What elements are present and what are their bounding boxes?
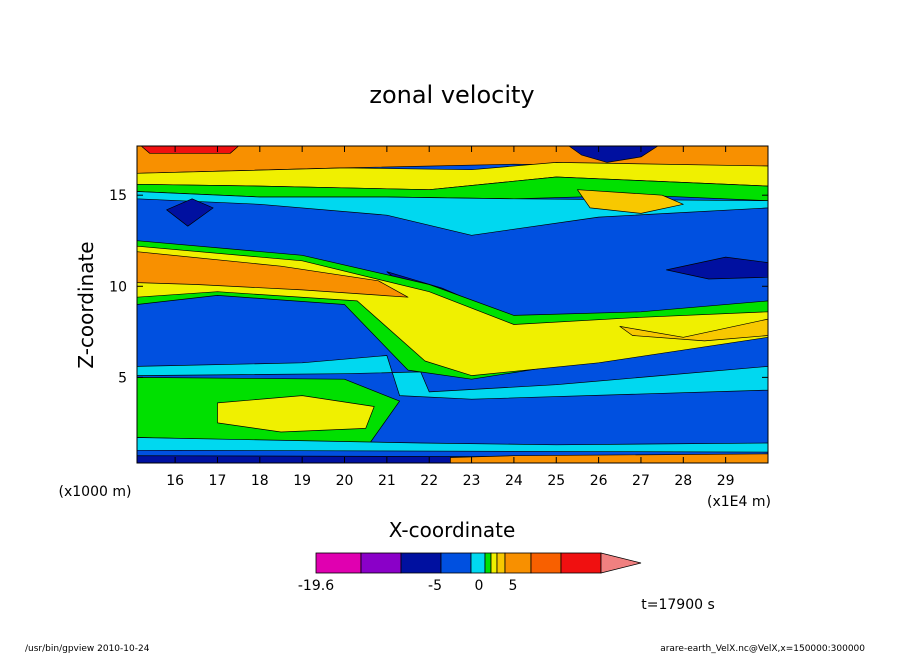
chart-title: zonal velocity: [369, 81, 534, 109]
x-tick-label: 19: [293, 473, 311, 489]
region-upper-dark-blue-west: [166, 198, 214, 227]
region-upper-orange-eddy: [577, 189, 684, 214]
region-mid-orange-west: [136, 251, 409, 298]
x-tick-label: 20: [336, 473, 354, 489]
x-tick-label: 23: [463, 473, 481, 489]
y-tick-label: 10: [109, 279, 127, 295]
colorbar-label: -5: [428, 578, 442, 594]
x-tick-label: 25: [547, 473, 565, 489]
x-axis-label: X-coordinate: [389, 518, 516, 542]
footer-right: arare-earth_VelX.nc@VelX,x=150000:300000: [660, 644, 865, 654]
footer-left: /usr/bin/gpview 2010-10-24: [25, 644, 150, 654]
x-tick-label: 26: [590, 473, 608, 489]
x-tick-label: 18: [251, 473, 269, 489]
x-tick-label: 29: [717, 473, 735, 489]
colorbar: [315, 552, 642, 574]
colorbar-labels: -19.6 -5 0 5: [298, 578, 518, 594]
y-axis-ticks: 5 10 15: [109, 188, 768, 386]
x-unit-left: (x1000 m): [59, 484, 132, 500]
x-tick-label: 22: [420, 473, 438, 489]
colorbar-cell: [504, 552, 532, 574]
region-top-red-west: [140, 145, 239, 154]
colorbar-cell: [560, 552, 602, 574]
colorbar-cell: [440, 552, 472, 574]
x-unit-right: (x1E4 m): [707, 494, 771, 510]
colorbar-cell: [490, 552, 498, 574]
colorbar-cell: [484, 552, 492, 574]
y-tick-label: 5: [118, 370, 127, 386]
colorbar-cell: [315, 552, 362, 574]
x-tick-label: 24: [505, 473, 523, 489]
colorbar-cell: [400, 552, 442, 574]
contour-field: [136, 145, 769, 464]
colorbar-label: -19.6: [298, 578, 334, 594]
time-label: t=17900 s: [641, 597, 715, 613]
x-tick-label: 21: [378, 473, 396, 489]
plot-frame: [136, 145, 769, 464]
x-tick-label: 27: [632, 473, 650, 489]
colorbar-arrow: [600, 552, 642, 574]
region-lower-yellow-west: [217, 395, 375, 433]
colorbar-cell: [470, 552, 486, 574]
colorbar-label: 0: [475, 578, 484, 594]
y-tick-label: 15: [109, 188, 127, 204]
colorbar-label: 5: [509, 578, 518, 594]
colorbar-cell: [360, 552, 402, 574]
colorbar-cell: [496, 552, 506, 574]
colorbar-cell: [530, 552, 562, 574]
x-tick-label: 16: [166, 473, 184, 489]
x-axis-ticks: 16 17 18 19 20 21 22 23 24 25 26 27 28 29: [166, 146, 735, 489]
y-axis-label: Z-coordinate: [74, 241, 98, 368]
x-tick-label: 28: [674, 473, 692, 489]
x-tick-label: 17: [209, 473, 227, 489]
